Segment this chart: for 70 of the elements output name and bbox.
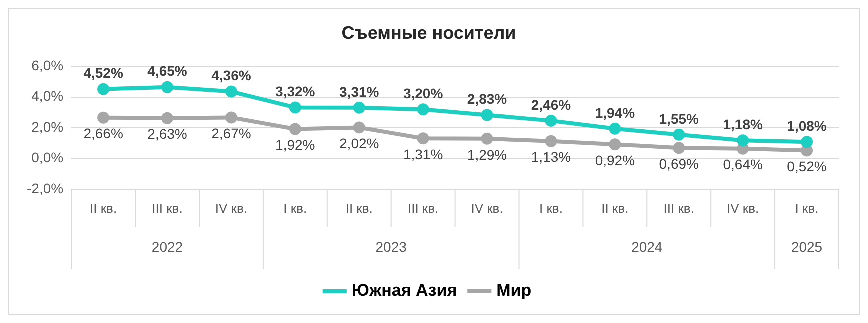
data-label: 0,69% bbox=[659, 156, 699, 172]
data-label: 1,29% bbox=[467, 146, 508, 163]
y-tick-label: 0,0% bbox=[32, 150, 64, 166]
x-tick-label: III кв. bbox=[664, 200, 694, 216]
data-label: 2,83% bbox=[467, 91, 508, 108]
y-tick-label: 6,0% bbox=[32, 57, 64, 74]
x-tick-label: I кв. bbox=[284, 200, 308, 216]
point bbox=[801, 136, 814, 148]
x-tick-label: IV кв. bbox=[727, 200, 760, 216]
chart-title: Съемные носители bbox=[342, 22, 516, 43]
point bbox=[225, 86, 238, 98]
point bbox=[609, 138, 622, 151]
data-label: 3,20% bbox=[403, 85, 444, 102]
x-tick-label: IV кв. bbox=[471, 200, 504, 216]
data-label: 3,32% bbox=[276, 84, 316, 100]
text: 2025 bbox=[791, 239, 823, 256]
data-label: 1,08% bbox=[787, 118, 828, 134]
point bbox=[481, 132, 494, 145]
data-label: 2,67% bbox=[212, 126, 252, 142]
point bbox=[481, 109, 494, 122]
data-label: 0,64% bbox=[723, 156, 763, 173]
text: 2022 bbox=[152, 239, 184, 256]
data-label: 0,92% bbox=[595, 152, 636, 168]
data-label: 4,36% bbox=[212, 68, 252, 84]
data-label: 2,46% bbox=[531, 96, 572, 113]
point bbox=[225, 112, 238, 124]
point bbox=[162, 112, 174, 124]
text: 2024 bbox=[632, 239, 663, 256]
data-label: 2,66% bbox=[84, 126, 124, 142]
data-label: 4,52% bbox=[84, 65, 124, 82]
legend-label: Южная Азия bbox=[352, 281, 458, 300]
x-tick-label: III кв. bbox=[408, 200, 439, 216]
data-label: 2,63% bbox=[148, 126, 188, 142]
point bbox=[673, 128, 686, 141]
point bbox=[289, 123, 302, 136]
text: 2023 bbox=[376, 239, 408, 256]
point bbox=[673, 142, 686, 154]
x-tick-label: I кв. bbox=[539, 200, 563, 216]
point bbox=[98, 112, 110, 124]
data-label: 2,02% bbox=[340, 136, 380, 152]
point bbox=[98, 83, 110, 96]
data-label: 1,55% bbox=[659, 110, 700, 127]
y-tick-label: -2,0% bbox=[26, 180, 64, 196]
point bbox=[353, 102, 366, 114]
data-label: 1,92% bbox=[276, 137, 316, 154]
point bbox=[417, 104, 430, 116]
legend-label: Мир bbox=[496, 281, 532, 300]
point bbox=[417, 132, 430, 145]
data-label: 3,31% bbox=[340, 84, 380, 100]
data-label: 4,65% bbox=[148, 63, 188, 80]
data-label: 1,18% bbox=[723, 116, 764, 132]
data-label: 0,52% bbox=[787, 158, 827, 175]
y-tick-label: 2,0% bbox=[32, 118, 64, 135]
point bbox=[289, 102, 302, 114]
point bbox=[609, 122, 622, 135]
y-tick-label: 4,0% bbox=[32, 88, 64, 104]
point bbox=[545, 114, 558, 127]
point bbox=[162, 81, 174, 94]
x-tick-label: II кв. bbox=[346, 200, 373, 216]
x-tick-label: II кв. bbox=[90, 200, 118, 216]
x-tick-label: III кв. bbox=[152, 200, 183, 216]
x-tick-label: II кв. bbox=[602, 200, 629, 216]
data-label: 1,94% bbox=[595, 104, 636, 121]
point bbox=[353, 122, 366, 134]
x-tick-label: I кв. bbox=[795, 200, 819, 216]
data-label: 1,31% bbox=[403, 146, 444, 162]
point bbox=[737, 134, 750, 147]
point bbox=[545, 135, 558, 148]
data-label: 1,13% bbox=[531, 149, 572, 166]
x-tick-label: IV кв. bbox=[215, 200, 248, 216]
